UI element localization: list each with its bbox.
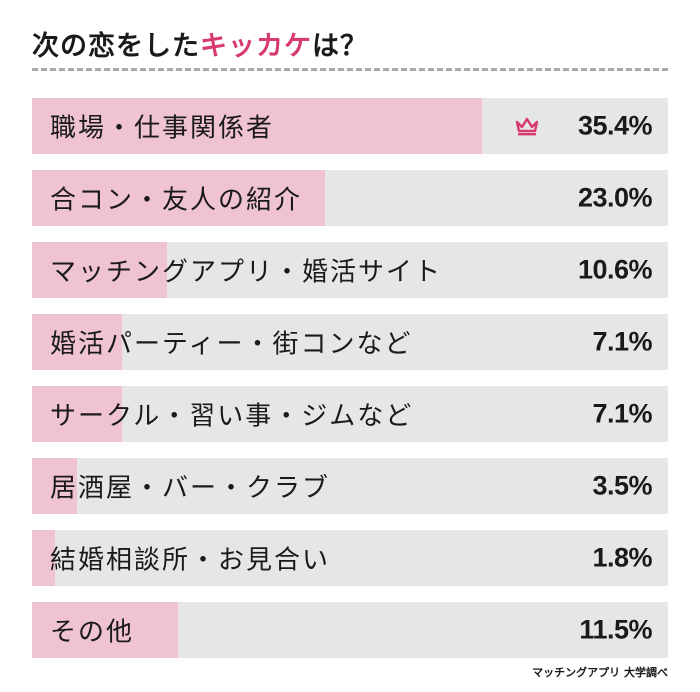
bar-fill [32,386,122,442]
bar-fill [32,170,325,226]
bar-value: 7.1% [592,326,652,357]
bar-fill [32,602,178,658]
title-highlight: キッカケ [200,31,312,62]
bar-value: 3.5% [592,470,652,501]
bar-row: サークル・習い事・ジムなど 7.1% [32,386,668,442]
bar-row: 婚活パーティー・街コンなど 7.1% [32,314,668,370]
bar-row: 職場・仕事関係者 35.4% [32,98,668,154]
bar-fill [32,242,167,298]
bar-value: 7.1% [592,398,652,429]
bar-label: 合コン・友人の紹介 [50,185,303,216]
title-suffix: は？ [312,31,368,62]
bar-label: マッチングアプリ・婚活サイト [50,257,443,288]
bar-value: 10.6% [577,254,653,285]
bar-fill [32,314,122,370]
bar-value: 35.4% [577,110,653,141]
bar-value: 23.0% [577,182,653,213]
bar-row: 居酒屋・バー・クラブ 3.5% [32,458,668,514]
bar-label: 居酒屋・バー・クラブ [50,473,331,504]
bar-row: 合コン・友人の紹介 23.0% [32,170,668,226]
bar-row: その他 11.5% [32,602,668,658]
bar-label: 職場・仕事関係者 [50,113,275,144]
source-note: マッチングアプリ 大学調べ [532,666,668,679]
bar-label: サークル・習い事・ジムなど [50,401,414,432]
bar-value: 11.5% [579,614,652,645]
bar-row: 結婚相談所・お見合い 1.8% [32,530,668,586]
title-divider [32,68,668,71]
bar-label: 婚活パーティー・街コンなど [50,329,413,360]
bar-fill [32,530,55,586]
crown-icon [515,117,539,136]
bar-fill [32,458,77,514]
bar-value: 1.8% [592,542,652,573]
bar-row: マッチングアプリ・婚活サイト 10.6% [32,242,668,298]
bar-fill [32,98,482,154]
bar-label: その他 [50,617,135,648]
chart-title: 次の恋をしたキッカケは？ [32,24,368,63]
bar-label: 結婚相談所・お見合い [50,545,331,576]
title-prefix: 次の恋をした [32,31,200,62]
